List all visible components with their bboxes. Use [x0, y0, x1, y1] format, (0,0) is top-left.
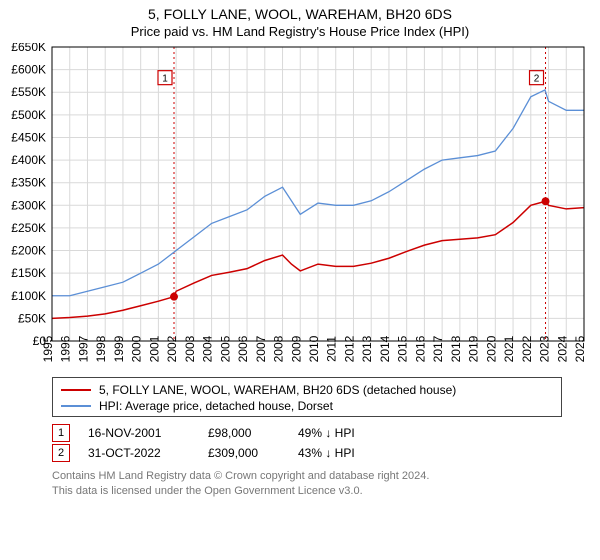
svg-text:£300K: £300K [11, 198, 46, 212]
svg-text:2011: 2011 [325, 336, 339, 362]
page-subtitle: Price paid vs. HM Land Registry's House … [0, 22, 600, 43]
svg-text:£200K: £200K [11, 244, 46, 258]
svg-text:2003: 2003 [183, 335, 197, 362]
transaction-marker-1: 1 [52, 424, 70, 442]
svg-text:2023: 2023 [538, 335, 552, 362]
svg-text:£450K: £450K [11, 130, 46, 144]
svg-text:2000: 2000 [130, 335, 144, 362]
price-chart: £0£50K£100K£150K£200K£250K£300K£350K£400… [0, 43, 600, 373]
transaction-date-1: 16-NOV-2001 [88, 426, 208, 440]
svg-text:1997: 1997 [76, 335, 90, 362]
legend-label-0: 5, FOLLY LANE, WOOL, WAREHAM, BH20 6DS (… [99, 383, 456, 397]
svg-text:£100K: £100K [11, 289, 46, 303]
svg-text:2017: 2017 [431, 335, 445, 362]
svg-text:2001: 2001 [147, 335, 161, 362]
svg-text:2005: 2005 [218, 335, 232, 362]
svg-text:£50K: £50K [18, 311, 46, 325]
legend-swatch-1 [61, 405, 91, 407]
svg-text:2012: 2012 [342, 335, 356, 362]
svg-text:£650K: £650K [11, 43, 46, 54]
svg-text:2020: 2020 [484, 335, 498, 362]
svg-text:2024: 2024 [555, 335, 569, 362]
svg-text:1995: 1995 [41, 335, 55, 362]
transactions: 1 16-NOV-2001 £98,000 49% ↓ HPI 2 31-OCT… [52, 423, 562, 463]
svg-text:£150K: £150K [11, 266, 46, 280]
svg-text:1996: 1996 [59, 335, 73, 362]
svg-text:£400K: £400K [11, 153, 46, 167]
svg-text:2021: 2021 [502, 335, 516, 362]
svg-text:£600K: £600K [11, 63, 46, 77]
transaction-pct-2: 43% ↓ HPI [298, 446, 355, 460]
svg-text:2019: 2019 [467, 335, 481, 362]
svg-text:£550K: £550K [11, 85, 46, 99]
transaction-marker-2: 2 [52, 444, 70, 462]
svg-text:2009: 2009 [289, 335, 303, 362]
legend-label-1: HPI: Average price, detached house, Dors… [99, 399, 333, 413]
svg-text:2002: 2002 [165, 335, 179, 362]
svg-text:1: 1 [162, 73, 168, 84]
legend-swatch-0 [61, 389, 91, 391]
svg-text:£500K: £500K [11, 108, 46, 122]
footer-text: Contains HM Land Registry data © Crown c… [52, 469, 562, 499]
svg-text:2008: 2008 [272, 335, 286, 362]
transaction-price-1: £98,000 [208, 426, 298, 440]
svg-text:2018: 2018 [449, 335, 463, 362]
page-title: 5, FOLLY LANE, WOOL, WAREHAM, BH20 6DS [0, 0, 600, 22]
svg-text:2014: 2014 [378, 335, 392, 362]
svg-text:2015: 2015 [396, 335, 410, 362]
svg-text:1998: 1998 [94, 335, 108, 362]
legend: 5, FOLLY LANE, WOOL, WAREHAM, BH20 6DS (… [52, 377, 562, 417]
svg-text:2004: 2004 [201, 335, 215, 362]
svg-text:2022: 2022 [520, 335, 534, 362]
transaction-date-2: 31-OCT-2022 [88, 446, 208, 460]
svg-text:2025: 2025 [573, 335, 587, 362]
svg-text:2006: 2006 [236, 335, 250, 362]
svg-text:2013: 2013 [360, 335, 374, 362]
svg-text:2010: 2010 [307, 335, 321, 362]
transaction-price-2: £309,000 [208, 446, 298, 460]
svg-text:1999: 1999 [112, 335, 126, 362]
svg-text:2: 2 [534, 73, 540, 84]
svg-text:2016: 2016 [413, 335, 427, 362]
transaction-pct-1: 49% ↓ HPI [298, 426, 355, 440]
svg-text:2007: 2007 [254, 335, 268, 362]
svg-text:£350K: £350K [11, 176, 46, 190]
svg-text:£250K: £250K [11, 221, 46, 235]
